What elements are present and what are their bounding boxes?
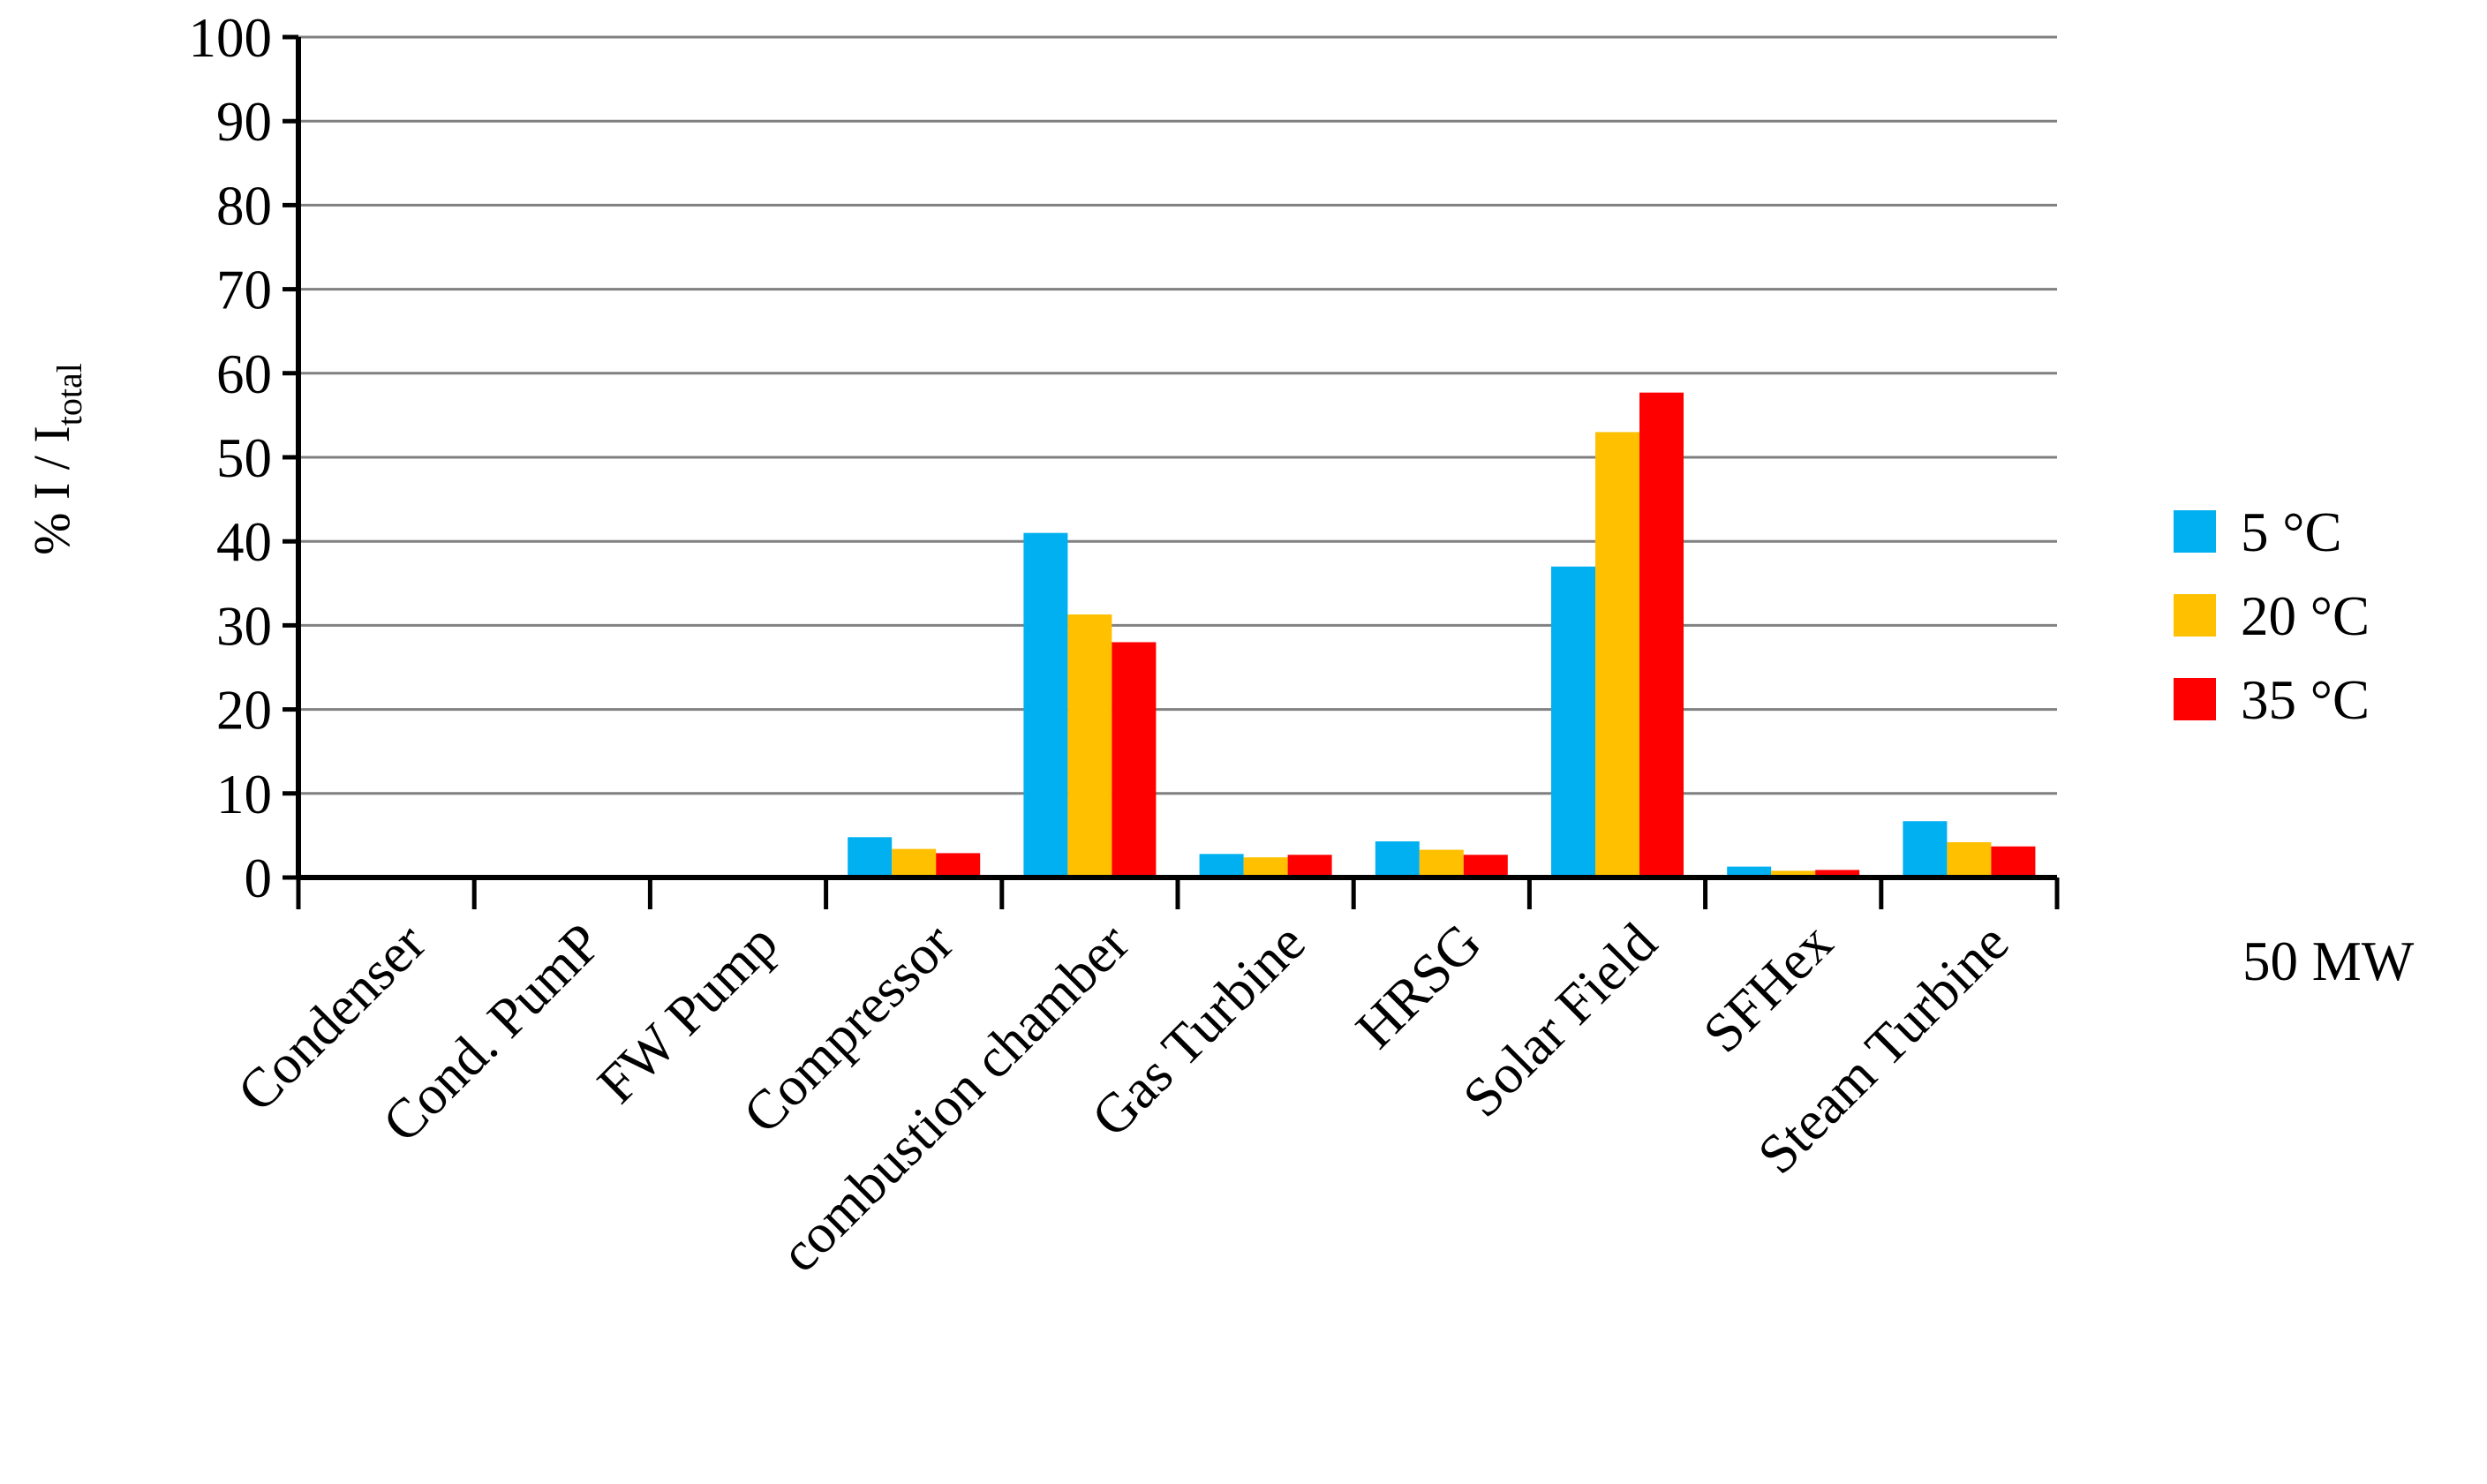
y-tick-label: 90 <box>216 91 272 153</box>
legend-swatch <box>2174 594 2216 637</box>
y-tick-label: 30 <box>216 595 272 657</box>
legend: 5 °C 20 °C 35 °C <box>2174 501 2370 731</box>
bar <box>1991 846 2036 878</box>
bar <box>1639 392 1684 878</box>
bar <box>1771 870 1816 878</box>
legend-label: 5 °C <box>2241 501 2341 563</box>
y-axis-title: % I / Itotal <box>23 363 89 555</box>
capacity-note: 50 MW <box>2242 930 2415 992</box>
y-tick-label: 40 <box>216 511 272 573</box>
bar <box>1815 870 1860 878</box>
bar <box>1595 432 1639 878</box>
bar <box>936 853 981 878</box>
y-tick-label: 0 <box>245 847 273 909</box>
x-category-label: HRSG <box>1344 911 1492 1059</box>
bar <box>1243 857 1288 878</box>
y-tick-label: 20 <box>216 680 272 742</box>
bars <box>848 392 2036 878</box>
legend-swatch <box>2174 510 2216 553</box>
bar <box>1947 842 1992 878</box>
x-category-label: SFHex <box>1692 911 1844 1064</box>
bar <box>1112 642 1157 878</box>
bar <box>1463 855 1508 878</box>
bar <box>1287 855 1332 878</box>
y-tick-labels: 0 10 20 30 40 50 60 70 80 90 100 <box>189 7 273 909</box>
x-category-label: combustion chamber <box>768 911 1141 1284</box>
bar <box>1727 866 1772 878</box>
y-tick-label: 80 <box>216 175 272 237</box>
y-tick-label: 10 <box>216 764 272 825</box>
y-axis-title-main: % I / I <box>23 426 80 555</box>
bar <box>1067 614 1112 878</box>
legend-label: 20 °C <box>2241 585 2370 647</box>
gridlines <box>283 34 2057 880</box>
y-tick-label: 100 <box>189 7 273 69</box>
bar <box>848 837 893 878</box>
bar <box>1419 849 1464 878</box>
legend-label: 35 °C <box>2241 669 2370 731</box>
bar <box>1551 566 1595 878</box>
y-tick-label: 70 <box>216 260 272 321</box>
legend-swatch <box>2174 678 2216 720</box>
bar <box>892 848 937 878</box>
bar <box>1375 841 1420 878</box>
axes <box>296 37 2060 909</box>
bar <box>1903 821 1948 878</box>
bar <box>1023 532 1068 878</box>
y-tick-label: 50 <box>216 427 272 489</box>
y-axis-title-subscript: total <box>49 363 89 426</box>
y-tick-label: 60 <box>216 343 272 405</box>
x-category-label: Solar Field <box>1451 911 1669 1128</box>
bar <box>1199 854 1244 878</box>
